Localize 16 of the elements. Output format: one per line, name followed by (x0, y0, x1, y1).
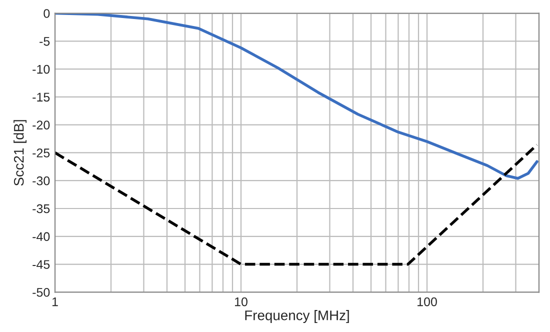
x-tick-label: 1 (52, 297, 58, 306)
x-tick-label: 100 (418, 297, 437, 306)
y-axis-title: Scc21 [dB] (14, 120, 27, 186)
y-tick-label: -40 (32, 232, 50, 242)
y-tick-label: -15 (32, 92, 50, 102)
y-tick-label: -45 (32, 260, 50, 269)
y-tick-label: -10 (32, 64, 50, 74)
y-tick-label: -5 (40, 37, 50, 46)
y-tick-label: -50 (32, 288, 50, 297)
y-tick-label: -20 (32, 120, 50, 130)
y-tick-label: 0 (44, 9, 50, 18)
y-tick-label: -25 (32, 148, 50, 158)
y-tick-label: -35 (32, 204, 50, 214)
y-tick-label: -30 (32, 176, 50, 186)
x-axis-title: Frequency [MHz] (245, 310, 349, 324)
x-tick-label: 10 (235, 297, 248, 306)
